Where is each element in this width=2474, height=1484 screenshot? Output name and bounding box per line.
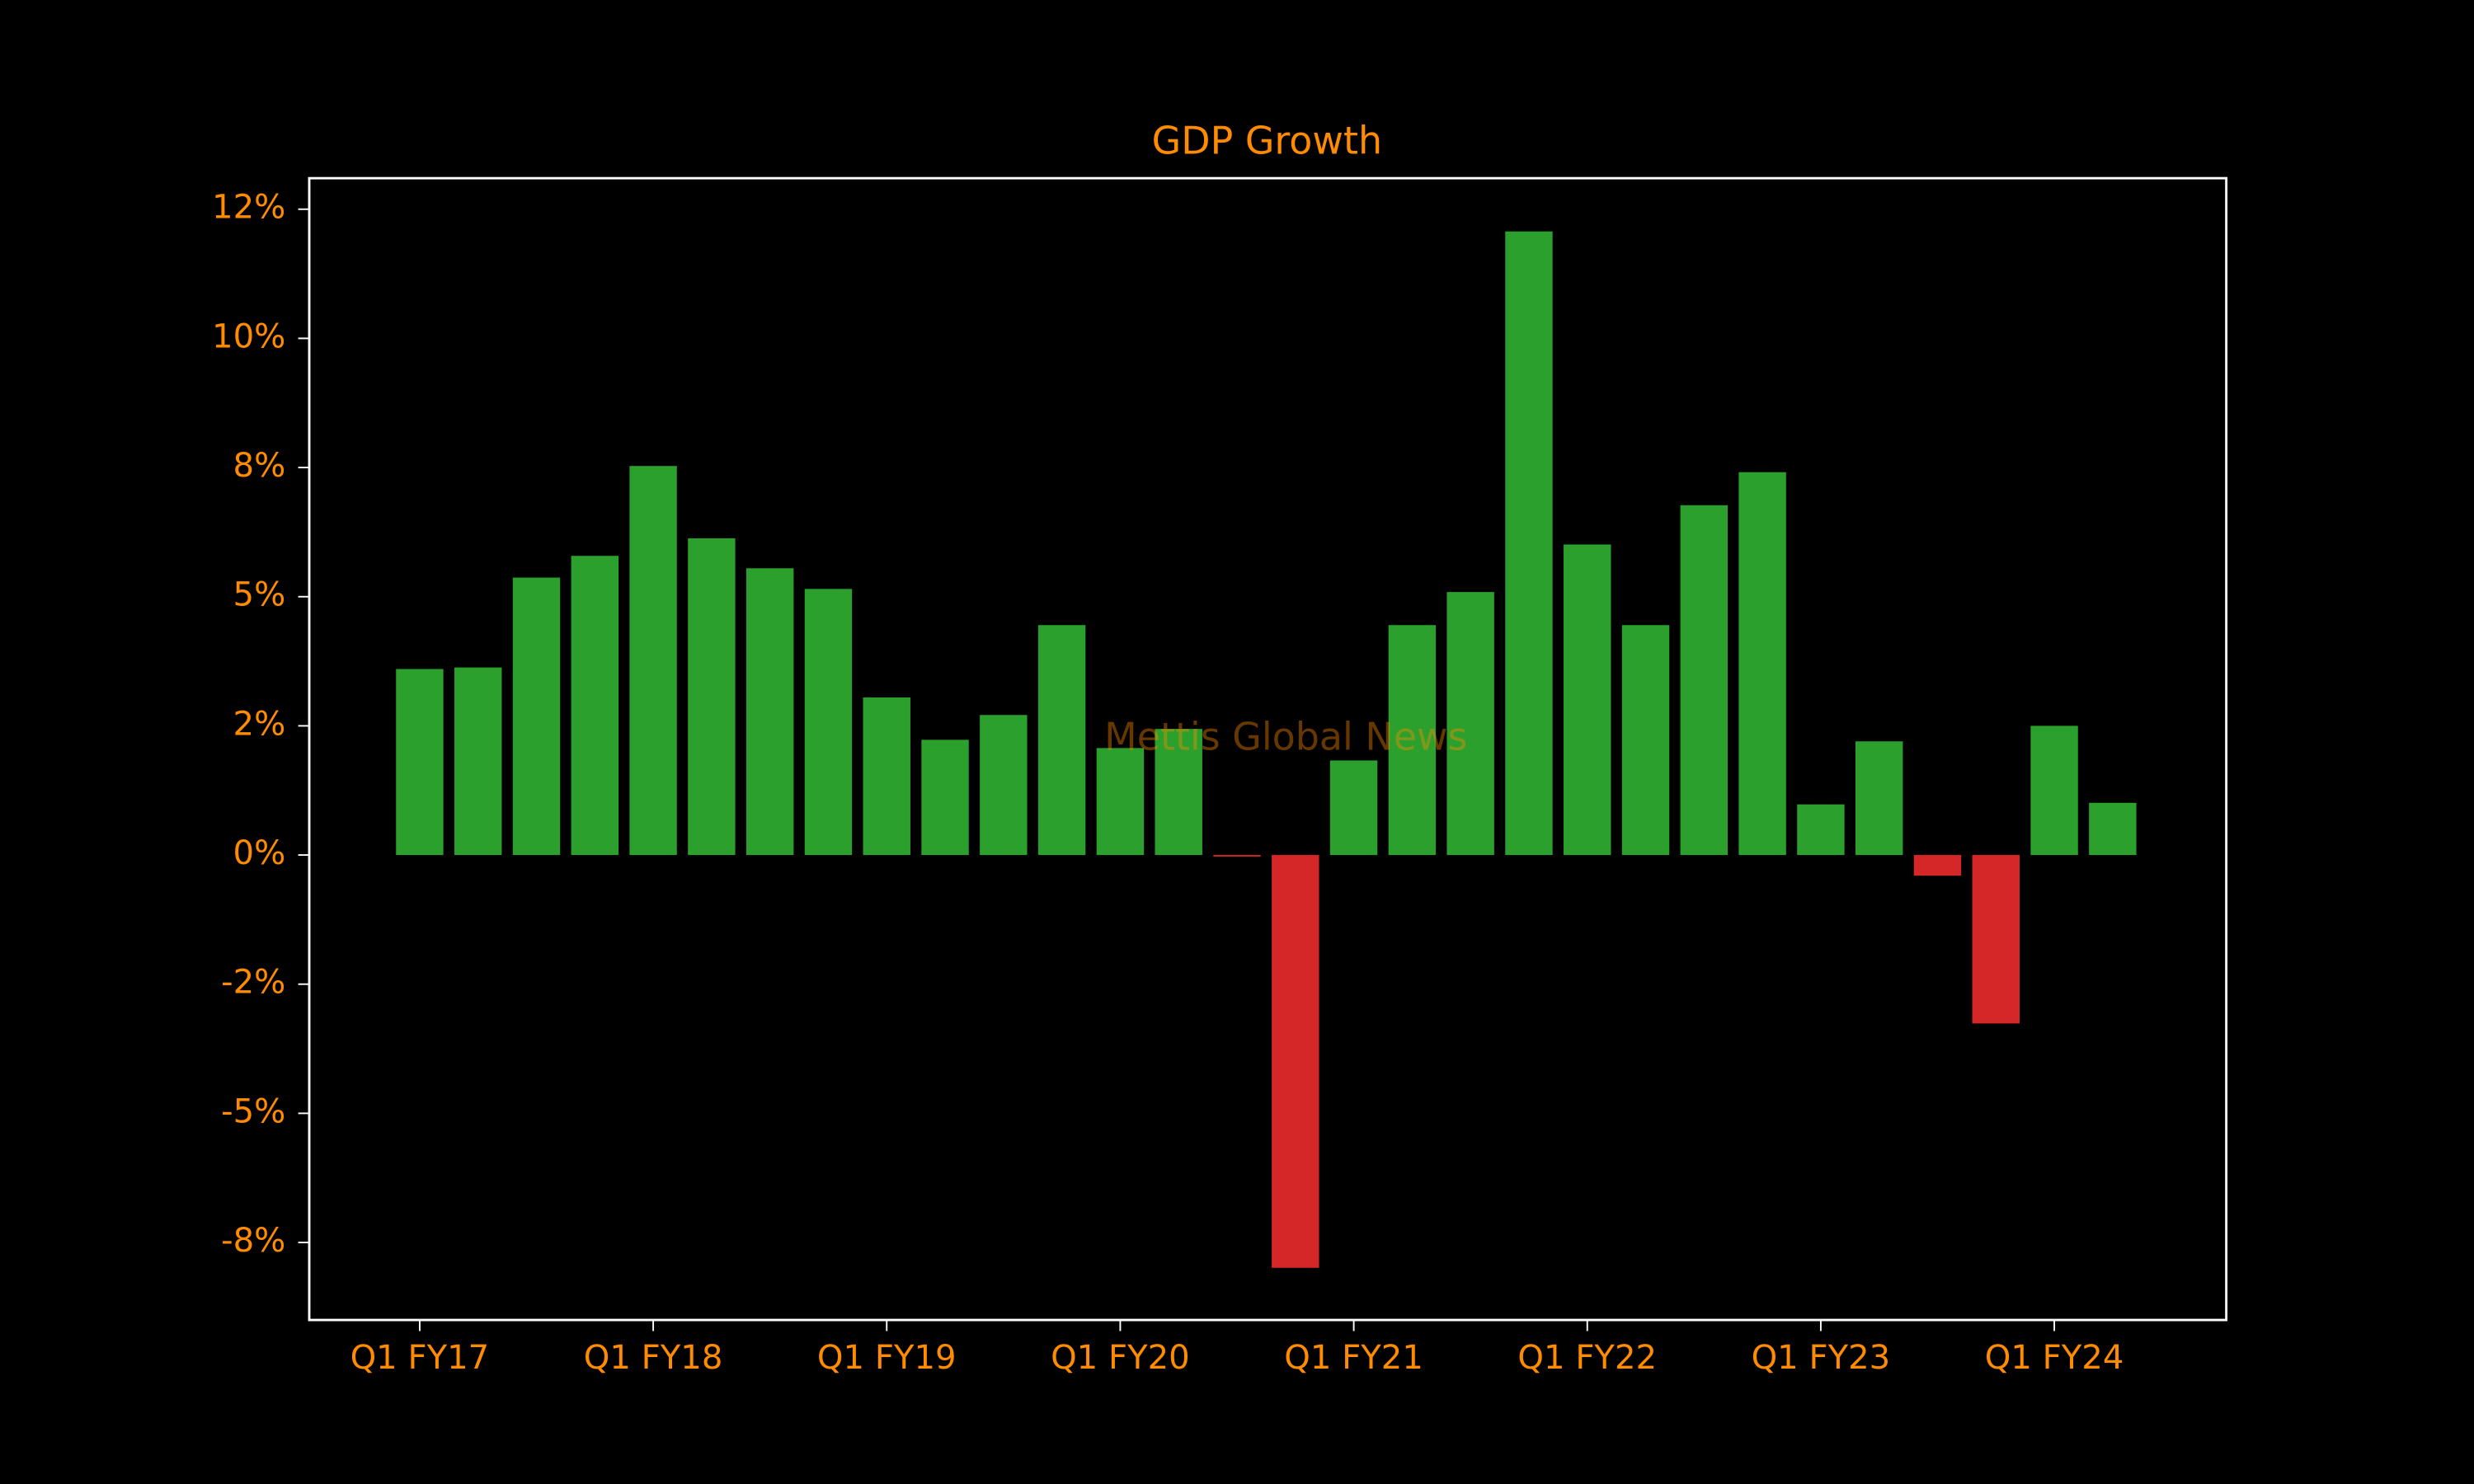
y-tick-label: -5%	[221, 1092, 285, 1130]
x-tick-label: Q1 FY18	[584, 1339, 723, 1377]
bar	[629, 466, 677, 856]
bar	[571, 556, 618, 856]
bar	[1155, 729, 1202, 856]
bar	[1621, 625, 1670, 856]
x-tick-label: Q1 FY17	[350, 1339, 490, 1377]
bar	[1797, 804, 1845, 856]
bar	[980, 715, 1028, 856]
watermark: Mettis Global News	[1104, 715, 1467, 759]
bar	[512, 577, 561, 856]
y-tick-label: 2%	[233, 705, 286, 743]
x-tick-label: Q1 FY21	[1284, 1339, 1423, 1377]
bar	[1037, 625, 1086, 856]
bar	[2030, 726, 2078, 856]
bar	[921, 740, 969, 856]
bar	[688, 538, 736, 856]
bar	[1738, 472, 1786, 856]
x-tick-label: Q1 FY20	[1051, 1339, 1190, 1377]
x-tick-label: Q1 FY22	[1517, 1339, 1657, 1377]
y-tick-label: -2%	[221, 964, 285, 1002]
x-tick-label: Q1 FY23	[1752, 1339, 1891, 1377]
y-tick-label: 10%	[212, 317, 285, 355]
bar	[1388, 625, 1437, 856]
bar	[454, 667, 502, 856]
y-tick-label: 0%	[233, 834, 286, 872]
y-tick-label: 8%	[233, 447, 286, 485]
bar	[1272, 855, 1319, 1268]
bar	[1972, 855, 2020, 1024]
bar	[1564, 544, 1611, 856]
bar	[2089, 802, 2137, 856]
bar	[396, 669, 444, 856]
bar	[1329, 760, 1378, 856]
chart-title: GDP Growth	[1152, 119, 1382, 163]
bar	[1213, 855, 1261, 857]
bar	[863, 697, 910, 856]
bar	[1096, 748, 1145, 856]
y-tick-label: -8%	[221, 1222, 285, 1260]
bar	[1505, 231, 1553, 856]
y-tick-label: 5%	[233, 576, 286, 614]
bar	[745, 568, 794, 856]
bar	[1856, 741, 1903, 856]
plot-frame	[308, 176, 2228, 1322]
bar	[1446, 592, 1494, 856]
bar	[1680, 505, 1729, 856]
bar	[804, 589, 853, 856]
bar	[1913, 855, 1962, 876]
x-tick-label: Q1 FY19	[817, 1339, 957, 1377]
x-tick-label: Q1 FY24	[1985, 1339, 2124, 1377]
y-tick-label: 12%	[212, 189, 285, 227]
